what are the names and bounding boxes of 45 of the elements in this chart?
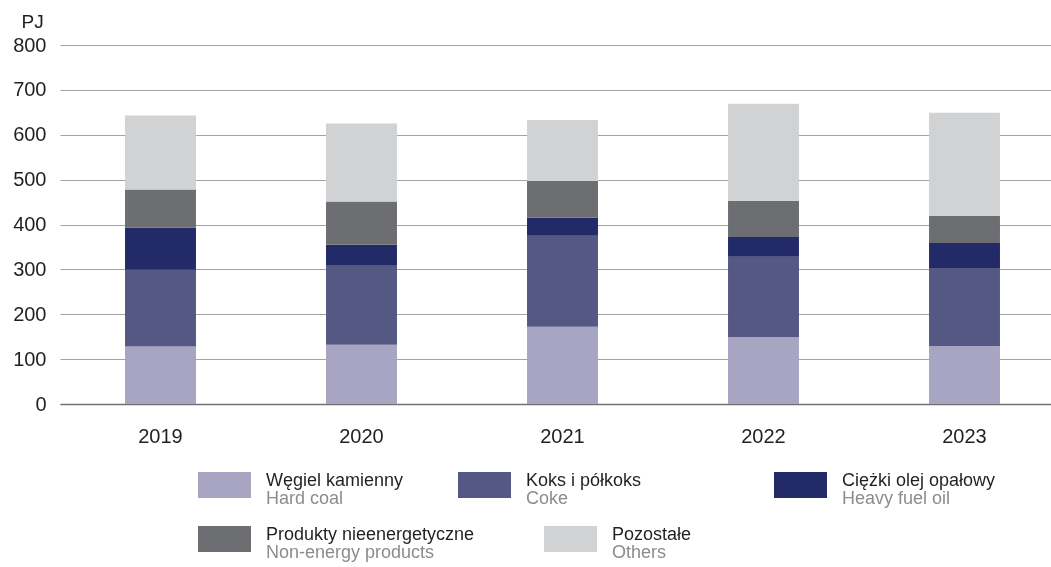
bar	[929, 346, 1000, 404]
bar	[929, 242, 1000, 269]
bar	[326, 201, 397, 245]
y-tick-label: 600	[13, 123, 47, 146]
bar	[527, 217, 598, 236]
bar	[326, 265, 397, 345]
x-tick-label: 2022	[741, 424, 786, 447]
bar	[527, 180, 598, 218]
y-tick-label: 700	[13, 78, 47, 101]
y-tick-label: 100	[13, 347, 47, 370]
bar	[326, 123, 397, 202]
y-axis-title: PJ	[21, 10, 44, 32]
x-tick-label: 2019	[138, 424, 183, 447]
bar	[326, 344, 397, 404]
bar	[728, 237, 799, 257]
bar	[929, 268, 1000, 347]
legend-label: Produkty nieenergetyczne Non-energy products	[266, 524, 475, 562]
y-tick-label: 500	[13, 168, 47, 191]
bar	[728, 200, 799, 238]
bar	[326, 244, 397, 266]
bar	[527, 326, 598, 404]
bar	[125, 115, 196, 190]
x-tick-label: 2020	[339, 424, 384, 447]
x-tick-label: 2023	[942, 424, 987, 447]
y-tick-label: 300	[13, 257, 47, 280]
bar	[125, 346, 196, 404]
y-tick-label: 400	[13, 213, 47, 235]
bar	[929, 215, 1000, 243]
legend-label: Koks i półkoks Coke	[526, 470, 642, 508]
bar	[527, 119, 598, 181]
legend-label: Węgiel kamienny Hard coal	[266, 470, 404, 508]
legend-label: Ciężki olej opałowy Heavy fuel oil	[842, 470, 996, 508]
bar	[728, 256, 799, 338]
bar	[125, 189, 196, 228]
y-tick-label: 800	[13, 33, 47, 56]
bar	[929, 112, 1000, 216]
x-tick-label: 2021	[540, 424, 585, 447]
y-tick-label: 0	[35, 392, 47, 415]
bar	[125, 227, 196, 270]
y-tick-label: 200	[13, 302, 47, 325]
legend-label: Pozostałe Others	[612, 524, 692, 562]
bar	[125, 269, 196, 347]
bar	[728, 103, 799, 201]
bar	[527, 235, 598, 327]
bar	[728, 337, 799, 404]
